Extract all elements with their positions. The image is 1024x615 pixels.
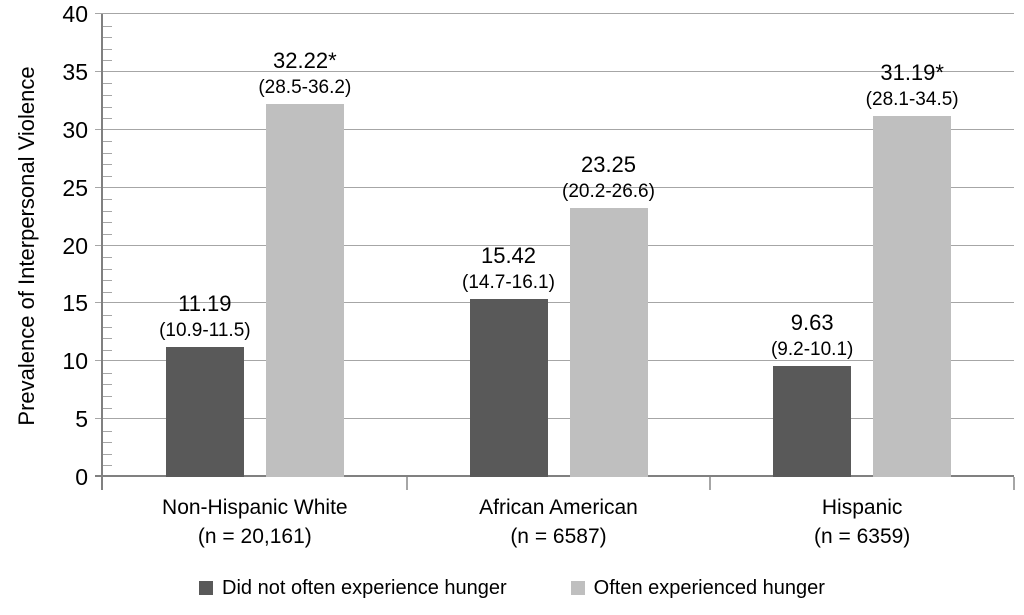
y-minor-tick [103, 233, 112, 235]
x-axis-line [95, 475, 1014, 477]
y-tick-label: 30 [62, 116, 88, 143]
bar-label: 32.22* (28.5-36.2) [220, 46, 390, 100]
bar [469, 298, 548, 477]
y-tick-label: 25 [62, 174, 88, 201]
bar-ci-label: (28.1-34.5) [865, 88, 959, 110]
y-minor-tick [103, 25, 112, 27]
bar-value-label: 11.19 [178, 291, 232, 317]
legend-item: Often experienced hunger [570, 576, 825, 600]
y-minor-tick [103, 141, 112, 143]
bar-label: 23.25 (20.2-26.6) [524, 150, 694, 204]
y-minor-tick [103, 118, 112, 120]
y-minor-tick [103, 257, 112, 259]
y-axis-line [101, 14, 103, 490]
bar [873, 115, 952, 477]
bar [265, 104, 344, 477]
gridline [95, 302, 1014, 304]
y-tick-label: 15 [62, 290, 88, 317]
y-minor-tick [103, 349, 112, 351]
gridline [95, 128, 1014, 130]
y-minor-tick [103, 372, 112, 374]
legend-label: Did not often experience hunger [222, 577, 507, 599]
legend: Did not often experience hunger Often exp… [0, 576, 1024, 600]
bar-value-label: 31.19* [880, 59, 944, 85]
bar-ci-label: (10.9-11.5) [159, 320, 251, 342]
y-minor-tick [103, 453, 112, 455]
y-minor-tick [103, 222, 112, 224]
x-axis-tick [405, 477, 408, 490]
x-axis-tick [709, 477, 712, 490]
y-minor-tick [103, 176, 112, 178]
y-tick-label: 20 [62, 232, 88, 259]
y-minor-tick [103, 326, 112, 328]
bar-value-label: 9.63 [790, 309, 834, 335]
y-tick-label: 40 [62, 1, 88, 27]
x-category-label: Non-Hispanic White (n = 20,161) [103, 493, 407, 551]
y-tick-label: 0 [75, 464, 88, 490]
bar [165, 347, 244, 477]
y-minor-tick [103, 442, 112, 444]
gridline [95, 186, 1014, 188]
y-tick-label: 5 [75, 406, 88, 433]
y-tick-label: 10 [62, 348, 88, 375]
y-minor-tick [103, 95, 112, 97]
y-minor-tick [103, 83, 112, 85]
bar [569, 207, 648, 477]
gridline [95, 13, 1014, 14]
gridline [95, 360, 1014, 362]
y-minor-tick [103, 106, 112, 108]
legend-swatch [570, 581, 585, 595]
legend-swatch [199, 581, 214, 595]
bar [773, 365, 852, 477]
x-category-n: (n = 20,161) [197, 525, 312, 548]
y-minor-tick [103, 384, 112, 386]
y-minor-tick [103, 48, 112, 50]
y-minor-tick [103, 60, 112, 62]
x-category-label: Hispanic (n = 6359) [710, 493, 1014, 551]
y-minor-tick [103, 210, 112, 212]
bar-label: 9.63 (9.2-10.1) [727, 308, 897, 362]
y-minor-tick [103, 465, 112, 467]
gridline [95, 70, 1014, 72]
y-minor-tick [103, 268, 112, 270]
y-minor-tick [103, 199, 112, 201]
plot-area: 11.19 (10.9-11.5) 15.42 (14.7-16.1) 9.63 (9.2… [95, 13, 1015, 490]
bar-ci-label: (28.5-36.2) [258, 77, 352, 99]
y-minor-tick [103, 430, 112, 432]
x-category-n: (n = 6587) [510, 525, 607, 548]
x-category-name: African American [479, 496, 638, 519]
y-tick-label: 35 [62, 58, 88, 85]
bar-value-label: 23.25 [580, 151, 637, 177]
y-minor-tick [103, 291, 112, 293]
bar-value-label: 15.42 [480, 242, 537, 268]
y-minor-tick [103, 152, 112, 154]
legend-item: Did not often experience hunger [199, 576, 507, 600]
y-minor-tick [103, 407, 112, 409]
bar-value-label: 32.22* [273, 48, 337, 74]
bar-label: 31.19* (28.1-34.5) [827, 58, 997, 112]
x-category-label: African American (n = 6587) [407, 493, 711, 551]
y-minor-tick [103, 164, 112, 166]
gridline [95, 418, 1014, 420]
x-axis-tick [1013, 477, 1015, 490]
x-category-n: (n = 6359) [813, 525, 911, 548]
y-minor-tick [103, 37, 112, 39]
bar-ci-label: (14.7-16.1) [462, 271, 555, 293]
legend-label: Often experienced hunger [593, 577, 825, 599]
bar-ci-label: (9.2-10.1) [770, 338, 854, 360]
y-minor-tick [103, 338, 112, 340]
bar-label: 11.19 (10.9-11.5) [120, 289, 290, 343]
bar-ci-label: (20.2-26.6) [562, 180, 655, 202]
y-minor-tick [103, 314, 112, 316]
bar-label: 15.42 (14.7-16.1) [424, 241, 594, 295]
x-category-name: Non-Hispanic White [162, 496, 348, 519]
y-minor-tick [103, 395, 112, 397]
x-category-name: Hispanic [821, 496, 903, 519]
y-minor-tick [103, 280, 112, 282]
gridline [95, 244, 1014, 246]
